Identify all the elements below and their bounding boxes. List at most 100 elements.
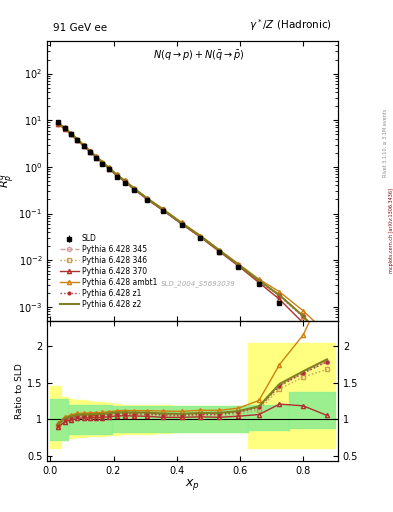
Pythia 6.428 z1 — [122, 178, 127, 184]
Pythia 6.428 345 — [179, 220, 184, 226]
Pythia 6.428 346 — [94, 154, 99, 160]
Pythia 6.428 370 — [81, 143, 86, 149]
Pythia 6.428 346 — [68, 131, 73, 137]
Pythia 6.428 370 — [217, 249, 222, 255]
Pythia 6.428 346 — [257, 279, 261, 285]
Pythia 6.428 346 — [56, 121, 61, 127]
Pythia 6.428 z2 — [179, 220, 184, 226]
Pythia 6.428 z2 — [81, 142, 86, 148]
Pythia 6.428 z1 — [236, 262, 241, 268]
Pythia 6.428 370 — [236, 263, 241, 269]
Pythia 6.428 370 — [122, 179, 127, 185]
Pythia 6.428 ambt1 — [198, 232, 203, 239]
Pythia 6.428 ambt1 — [179, 219, 184, 225]
Pythia 6.428 z1 — [217, 248, 222, 254]
Pythia 6.428 z1 — [62, 125, 67, 131]
Pythia 6.428 z1 — [257, 278, 261, 284]
Line: Pythia 6.428 346: Pythia 6.428 346 — [56, 122, 329, 346]
Pythia 6.428 346 — [301, 314, 306, 320]
Pythia 6.428 345 — [81, 142, 86, 148]
Pythia 6.428 ambt1 — [160, 205, 165, 211]
Pythia 6.428 346 — [325, 341, 329, 347]
Pythia 6.428 ambt1 — [107, 164, 111, 170]
Pythia 6.428 370 — [160, 207, 165, 213]
Pythia 6.428 346 — [100, 160, 105, 166]
Pythia 6.428 z1 — [100, 159, 105, 165]
Pythia 6.428 z2 — [144, 195, 149, 201]
Pythia 6.428 346 — [160, 207, 165, 213]
Line: Pythia 6.428 z2: Pythia 6.428 z2 — [58, 123, 327, 343]
Pythia 6.428 345 — [88, 148, 92, 155]
Pythia 6.428 370 — [198, 234, 203, 240]
Pythia 6.428 370 — [107, 166, 111, 172]
Pythia 6.428 ambt1 — [94, 153, 99, 159]
Line: Pythia 6.428 z1: Pythia 6.428 z1 — [55, 121, 330, 346]
Pythia 6.428 ambt1 — [100, 159, 105, 165]
Pythia 6.428 z2 — [107, 165, 111, 171]
Text: SLD_2004_S5693039: SLD_2004_S5693039 — [161, 281, 236, 287]
Pythia 6.428 345 — [114, 172, 119, 178]
Pythia 6.428 345 — [325, 339, 329, 346]
Text: mcplots.cern.ch [arXiv:1306.3436]: mcplots.cern.ch [arXiv:1306.3436] — [389, 188, 393, 273]
Pythia 6.428 370 — [88, 149, 92, 155]
Pythia 6.428 z1 — [160, 206, 165, 212]
Pythia 6.428 346 — [217, 248, 222, 254]
Pythia 6.428 370 — [114, 173, 119, 179]
Pythia 6.428 345 — [94, 154, 99, 160]
Pythia 6.428 z2 — [277, 292, 282, 298]
Pythia 6.428 345 — [107, 165, 111, 172]
Pythia 6.428 346 — [81, 143, 86, 149]
Pythia 6.428 345 — [217, 248, 222, 254]
Pythia 6.428 ambt1 — [132, 185, 136, 191]
Pythia 6.428 z2 — [114, 172, 119, 178]
Pythia 6.428 346 — [198, 234, 203, 240]
Pythia 6.428 370 — [144, 196, 149, 202]
Pythia 6.428 z2 — [94, 154, 99, 160]
Pythia 6.428 370 — [56, 121, 61, 127]
Pythia 6.428 z2 — [217, 247, 222, 253]
Pythia 6.428 345 — [277, 292, 282, 298]
Pythia 6.428 370 — [68, 132, 73, 138]
Pythia 6.428 370 — [179, 221, 184, 227]
Pythia 6.428 345 — [160, 206, 165, 212]
Pythia 6.428 370 — [301, 320, 306, 326]
Pythia 6.428 345 — [62, 125, 67, 131]
Pythia 6.428 ambt1 — [325, 330, 329, 336]
Pythia 6.428 346 — [107, 165, 111, 172]
Pythia 6.428 z2 — [236, 262, 241, 268]
Pythia 6.428 z2 — [68, 131, 73, 137]
Pythia 6.428 ambt1 — [68, 130, 73, 136]
Pythia 6.428 z2 — [88, 148, 92, 154]
Pythia 6.428 345 — [144, 196, 149, 202]
Y-axis label: $R^q_p$: $R^q_p$ — [0, 174, 17, 188]
Pythia 6.428 346 — [62, 125, 67, 132]
Pythia 6.428 z1 — [56, 120, 61, 126]
Y-axis label: Ratio to SLD: Ratio to SLD — [15, 363, 24, 419]
Pythia 6.428 z2 — [132, 185, 136, 191]
Pythia 6.428 ambt1 — [144, 195, 149, 201]
Pythia 6.428 z1 — [68, 131, 73, 137]
Pythia 6.428 345 — [122, 178, 127, 184]
Pythia 6.428 z1 — [94, 154, 99, 160]
Pythia 6.428 z2 — [62, 124, 67, 131]
Pythia 6.428 z2 — [198, 233, 203, 239]
Pythia 6.428 ambt1 — [301, 308, 306, 314]
Pythia 6.428 345 — [68, 131, 73, 137]
Pythia 6.428 ambt1 — [62, 124, 67, 131]
Pythia 6.428 ambt1 — [122, 177, 127, 183]
Line: Pythia 6.428 ambt1: Pythia 6.428 ambt1 — [56, 121, 329, 335]
Text: Rivet 3.1.10, ≥ 3.1M events: Rivet 3.1.10, ≥ 3.1M events — [383, 109, 388, 178]
Line: Pythia 6.428 370: Pythia 6.428 370 — [56, 122, 329, 355]
Pythia 6.428 z1 — [301, 313, 306, 319]
Pythia 6.428 370 — [132, 186, 136, 193]
Pythia 6.428 346 — [114, 173, 119, 179]
Pythia 6.428 z2 — [75, 136, 79, 142]
Pythia 6.428 ambt1 — [217, 247, 222, 253]
Pythia 6.428 z1 — [325, 339, 329, 346]
Pythia 6.428 z1 — [114, 172, 119, 178]
Pythia 6.428 ambt1 — [75, 136, 79, 142]
Pythia 6.428 ambt1 — [277, 289, 282, 295]
Pythia 6.428 z1 — [88, 148, 92, 155]
Pythia 6.428 z1 — [107, 165, 111, 172]
Pythia 6.428 z2 — [160, 206, 165, 212]
